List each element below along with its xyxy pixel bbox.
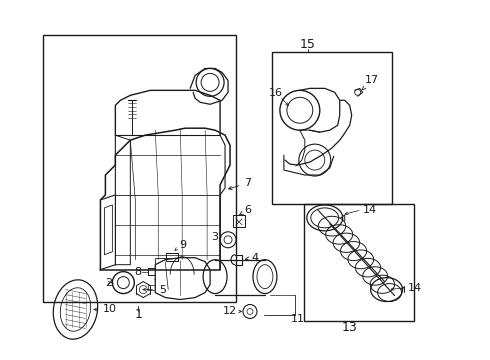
Text: 12: 12	[223, 306, 237, 316]
Text: 17: 17	[362, 75, 379, 90]
Bar	[166, 253, 178, 261]
Text: 4: 4	[245, 253, 259, 263]
Text: 11: 11	[291, 314, 305, 324]
Bar	[43, 35, 236, 302]
Text: 2: 2	[105, 278, 112, 288]
Bar	[304, 204, 414, 321]
Text: 16: 16	[269, 88, 283, 98]
Text: 1: 1	[134, 308, 142, 321]
Ellipse shape	[253, 260, 277, 293]
Text: 13: 13	[342, 321, 358, 334]
Text: 10: 10	[102, 305, 117, 315]
Text: 14: 14	[408, 283, 421, 293]
Text: 5: 5	[159, 284, 166, 294]
Text: 14: 14	[363, 205, 377, 215]
Text: 7: 7	[229, 178, 251, 189]
Text: 8: 8	[135, 267, 142, 276]
Text: 6: 6	[239, 205, 251, 215]
Text: 3: 3	[212, 232, 219, 242]
Text: 15: 15	[300, 38, 316, 51]
Text: 9: 9	[180, 240, 187, 250]
Bar	[233, 215, 245, 227]
Bar	[272, 53, 392, 204]
